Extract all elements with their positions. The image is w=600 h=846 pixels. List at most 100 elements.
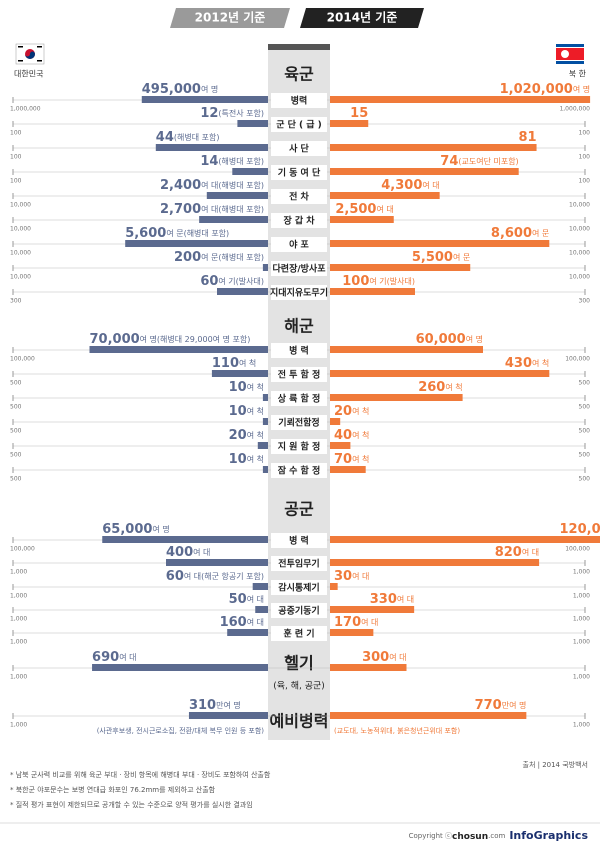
value-label-part: 여 문(해병대 포함) [166, 228, 229, 238]
row-label: 지 원 함 정 [278, 441, 321, 453]
value-label-part: 60 [166, 569, 184, 584]
value-label-part: 여 기(발사대) [369, 276, 415, 286]
row-label-box [271, 580, 327, 595]
north-note: (교도대, 노농적위대, 붉은청년근위대 포함) [334, 726, 460, 735]
value-label-part: 여 대(해군 항공기 포함) [184, 571, 264, 581]
value-label-part: 여 대 [352, 571, 369, 581]
tab-2012 [170, 8, 290, 28]
south-bar [227, 629, 268, 636]
value-label-part: 여 명(해병대 29,000여 명 포함) [140, 334, 251, 344]
south-value-label: 690여 대 [92, 650, 136, 665]
value-label-part: 14 [200, 154, 218, 169]
scale-label: 100 [579, 154, 591, 161]
value-label-part: 여 대 [397, 594, 414, 604]
south-flag [15, 43, 45, 65]
scale-label: 500 [579, 404, 591, 411]
north-bar [330, 216, 394, 223]
row-label: 공중기동기 [278, 605, 319, 617]
north-bar [330, 240, 550, 247]
value-label-part: 400 [166, 545, 193, 560]
south-bar [252, 583, 268, 590]
row-label: 전투임무기 [278, 558, 319, 570]
row-label: 잠 수 함 정 [278, 465, 321, 477]
south-bar [262, 466, 268, 473]
north-bar [330, 606, 415, 613]
south-value-label: 400여 대 [166, 545, 210, 560]
value-label-part: 12 [200, 106, 218, 121]
row-label-box [271, 391, 327, 406]
value-label-part: 여 척 [247, 454, 264, 464]
south-bar [211, 370, 268, 377]
scale-label: 1,000 [10, 639, 27, 646]
row-label: 야 포 [289, 239, 309, 251]
south-bar [262, 394, 268, 401]
south-value-label: 44(해병대 포함) [156, 130, 220, 145]
south-bar [166, 559, 268, 566]
scale-label: 100,000 [565, 356, 590, 363]
row-label: 병 력 [289, 345, 309, 357]
south-bar [199, 216, 268, 223]
north-value-label: 30여 대 [334, 569, 369, 584]
value-label-part: 여 대 [119, 652, 136, 662]
north-value-label: 770만여 명 [475, 698, 527, 713]
value-label-part: 여 명 [152, 524, 169, 534]
value-label-part: 495,000 [142, 82, 201, 97]
south-bar [257, 442, 268, 449]
south-value-label: 20여 척 [229, 428, 264, 443]
section-title: 헬기 [284, 654, 313, 673]
scale-label: 100 [10, 154, 22, 161]
footnote: * 질적 평가 표현이 제한되므로 공개할 수 있는 수준으로 양적 평가를 실… [10, 800, 253, 809]
south-value-label: 110여 척 [212, 356, 256, 371]
north-value-label: 2,500여 대 [335, 202, 393, 217]
scale-label: 10,000 [10, 250, 31, 257]
row-label: 감시통제기 [278, 582, 319, 594]
north-value-label: 820여 대 [495, 545, 539, 560]
south-bar [237, 120, 268, 127]
value-label-part: 여 대 [422, 180, 439, 190]
south-value-label: 10여 척 [229, 404, 264, 419]
north-bar [330, 168, 519, 175]
tab-2014 [300, 8, 424, 28]
strip-cap [268, 44, 330, 50]
south-bar [125, 240, 268, 247]
value-label-part: 여 척 [239, 358, 256, 368]
value-label-part: (해병대 포함) [218, 156, 264, 166]
row-label-box [271, 93, 327, 108]
credit: Copyright ⓒchosun.com InfoGraphics [409, 829, 589, 842]
value-label-part: 300 [362, 650, 389, 665]
scale-label: 10,000 [569, 274, 590, 281]
value-label-part: 160 [220, 615, 247, 630]
value-label-part: 여 문 [453, 252, 470, 262]
value-label-part: 8,600 [491, 226, 532, 241]
scale-label: 500 [579, 380, 591, 387]
scale-label: 500 [579, 476, 591, 483]
south-bar [188, 712, 268, 719]
row-label: 사 단 [289, 143, 309, 155]
footnote: * 남북 군사력 비교를 위해 육군 부대 · 장비 항목에 해병대 부대 · … [10, 770, 271, 779]
north-value-label: 260여 척 [418, 380, 462, 395]
value-label-part: 10 [229, 380, 247, 395]
north-bar [330, 559, 540, 566]
value-label-part: 2,700 [160, 202, 201, 217]
row-label-box [271, 237, 327, 252]
scale-label: 300 [579, 298, 591, 305]
scale-label: 10,000 [569, 250, 590, 257]
scale-label: 1,000 [10, 674, 27, 681]
tab-label: 2014년 기준 [327, 10, 398, 25]
south-value-label: 70,000여 명(해병대 29,000여 명 포함) [90, 332, 251, 347]
south-bar [141, 96, 268, 103]
value-label-part: 170 [334, 615, 361, 630]
north-bar [330, 120, 369, 127]
scale-label: 500 [10, 404, 22, 411]
section-subtitle: (육, 해, 공군) [273, 681, 325, 692]
south-value-label: 2,700여 대(해병대 포함) [160, 202, 264, 217]
south-value-label: 200여 문(해병대 포함) [174, 250, 264, 265]
row-label: 기 동 여 단 [278, 167, 321, 179]
scale-label: 1,000 [573, 593, 590, 600]
scale-label: 100 [10, 178, 22, 185]
value-label-part: 50 [229, 592, 247, 607]
north-bar [330, 264, 471, 271]
value-label-part: 110 [212, 356, 239, 371]
value-label-part: 260 [418, 380, 445, 395]
